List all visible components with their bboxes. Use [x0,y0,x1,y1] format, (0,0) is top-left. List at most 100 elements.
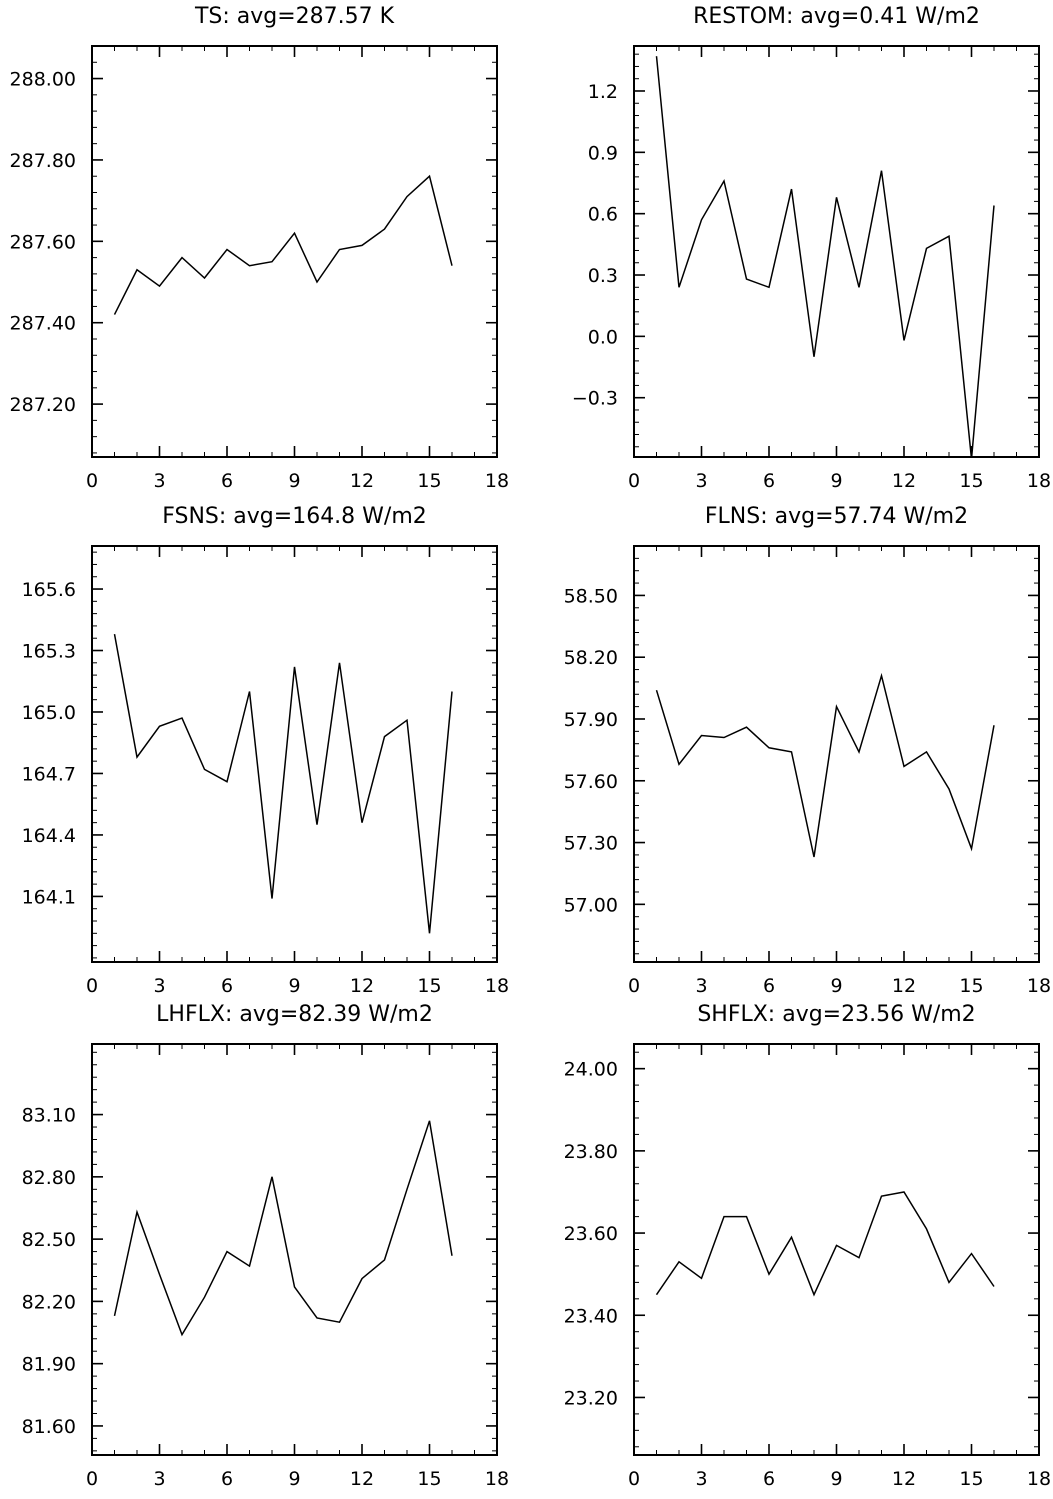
y-tick-label: 81.90 [22,1354,76,1376]
data-series-line [115,634,453,933]
y-tick-label: 57.60 [564,771,618,793]
x-tick-label: 3 [153,1468,165,1490]
y-tick-label: 164.4 [22,825,76,847]
y-tick-label: 81.60 [22,1416,76,1438]
x-tick-label: 15 [959,1468,983,1490]
x-tick-label: 9 [288,1468,300,1490]
x-tick-label: 6 [221,470,233,492]
data-series-line [115,1121,453,1335]
data-series-line [657,1192,995,1295]
y-tick-label: 287.80 [10,150,76,172]
chart-title: LHFLX: avg=82.39 W/m2 [156,1002,433,1027]
chart-panel-5: LHFLX: avg=82.39 W/m2 0 3 6 9 12 15 18 81.60 81.9… [22,1002,510,1490]
y-tick-label: 24.00 [564,1059,618,1081]
x-tick-label: 6 [221,1468,233,1490]
plot-frame [92,1044,497,1455]
y-tick-label: 23.40 [564,1305,618,1327]
y-tick-label: −0.3 [572,388,618,410]
x-tick-label: 18 [485,975,509,997]
x-tick-label: 12 [350,470,374,492]
plot-frame [92,46,497,457]
y-tick-label: 0.0 [588,326,618,348]
x-tick-label: 6 [221,975,233,997]
y-tick-label: 164.7 [22,763,76,785]
y-tick-label: 58.20 [564,647,618,669]
y-tick-label: 57.00 [564,894,618,916]
x-tick-label: 18 [485,470,509,492]
y-tick-label: 58.50 [564,585,618,607]
y-tick-label: 82.80 [22,1167,76,1189]
x-tick-label: 18 [1027,470,1051,492]
y-tick-label: 1.2 [588,81,618,103]
plot-frame [92,546,497,962]
x-tick-label: 9 [830,975,842,997]
chart-title: RESTOM: avg=0.41 W/m2 [693,4,980,29]
data-series-line [657,56,995,459]
y-tick-label: 164.1 [22,886,76,908]
plot-frame [634,1044,1039,1455]
x-tick-label: 18 [1027,1468,1051,1490]
y-tick-label: 83.10 [22,1105,76,1127]
chart-title: TS: avg=287.57 K [194,4,395,29]
y-tick-label: 57.30 [564,833,618,855]
y-tick-label: 82.50 [22,1229,76,1251]
x-tick-label: 9 [288,975,300,997]
x-tick-label: 6 [763,975,775,997]
x-tick-label: 6 [763,1468,775,1490]
x-tick-label: 12 [350,975,374,997]
x-tick-label: 15 [959,470,983,492]
x-tick-label: 15 [417,1468,441,1490]
chart-panel-1: TS: avg=287.57 K 0 3 6 9 12 15 18 287.20 287.40 28… [10,4,510,492]
y-tick-label: 165.3 [22,641,76,663]
y-tick-label: 165.6 [22,579,76,601]
y-tick-label: 82.20 [22,1291,76,1313]
data-series-line [115,176,453,314]
chart-panel-6: SHFLX: avg=23.56 W/m2 0 3 6 9 12 15 18 23.20 23.4… [564,1002,1052,1490]
y-tick-label: 0.6 [588,204,618,226]
y-tick-label: 288.00 [10,69,76,91]
x-tick-label: 3 [695,1468,707,1490]
x-tick-label: 0 [86,1468,98,1490]
x-tick-label: 12 [892,1468,916,1490]
y-tick-label: 23.80 [564,1141,618,1163]
data-series-line [657,676,995,857]
y-tick-label: 23.60 [564,1223,618,1245]
x-tick-label: 12 [892,975,916,997]
x-tick-label: 3 [695,975,707,997]
x-tick-label: 9 [288,470,300,492]
x-tick-label: 6 [763,470,775,492]
chart-title: FSNS: avg=164.8 W/m2 [162,504,427,529]
y-tick-label: 0.3 [588,265,618,287]
y-tick-label: 287.40 [10,313,76,335]
y-tick-label: 57.90 [564,709,618,731]
y-tick-label: 287.60 [10,231,76,253]
x-tick-label: 15 [959,975,983,997]
x-tick-label: 18 [485,1468,509,1490]
x-tick-label: 15 [417,975,441,997]
y-tick-label: 0.9 [588,142,618,164]
chart-panel-4: FLNS: avg=57.74 W/m2 0 3 6 9 12 15 18 57.00 57.30… [564,504,1052,997]
x-tick-label: 0 [86,975,98,997]
x-tick-label: 9 [830,1468,842,1490]
chart-title: FLNS: avg=57.74 W/m2 [705,504,968,529]
plot-frame [634,46,1039,457]
x-tick-label: 18 [1027,975,1051,997]
chart-title: SHFLX: avg=23.56 W/m2 [697,1002,975,1027]
y-tick-label: 23.20 [564,1387,618,1409]
x-tick-label: 3 [695,470,707,492]
x-tick-label: 0 [86,470,98,492]
x-tick-label: 3 [153,470,165,492]
x-tick-label: 12 [350,1468,374,1490]
plot-frame [634,546,1039,962]
y-tick-label: 165.0 [22,702,76,724]
x-tick-label: 0 [628,1468,640,1490]
y-tick-label: 287.20 [10,394,76,416]
x-tick-label: 0 [628,975,640,997]
x-tick-label: 15 [417,470,441,492]
x-tick-label: 0 [628,470,640,492]
x-tick-label: 12 [892,470,916,492]
